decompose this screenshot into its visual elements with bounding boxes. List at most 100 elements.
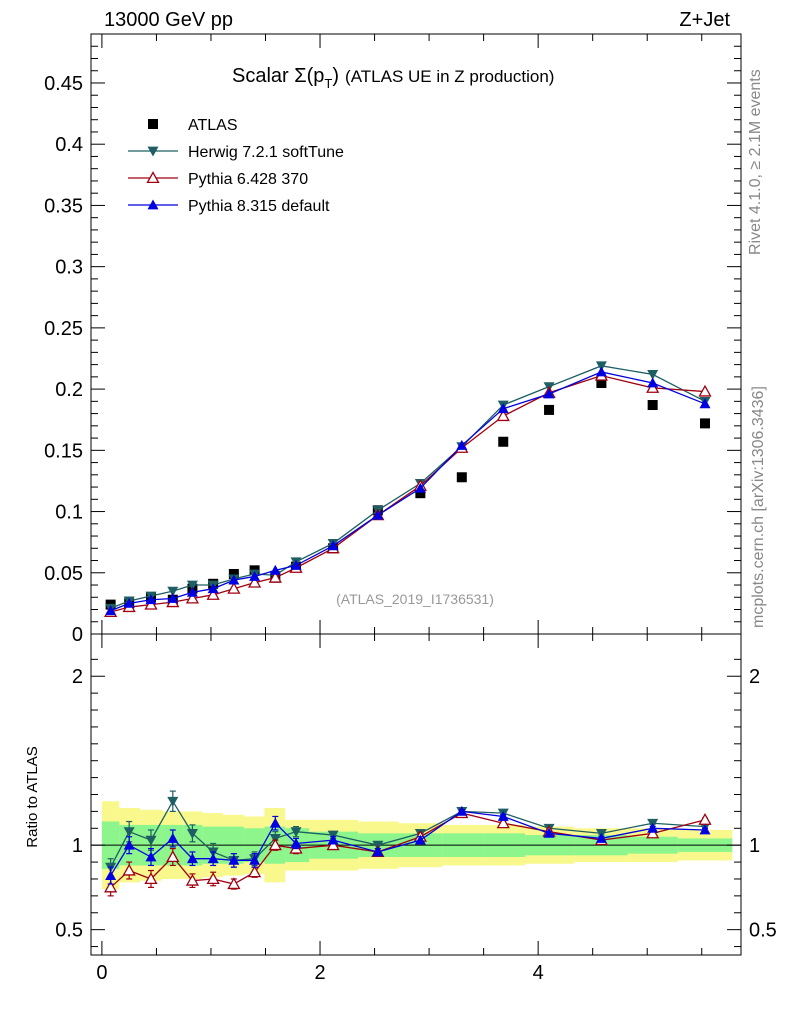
legend-label: ATLAS: [188, 117, 238, 134]
legend: ATLAS Herwig 7.2.1 softTune Pythia 6.428 3…: [128, 117, 344, 215]
data-point-atlas: [415, 488, 426, 499]
title-rest: (ATLAS UE in Z production): [345, 67, 554, 86]
ratio-frame: [90, 633, 742, 956]
data-point-atlas: [647, 400, 658, 411]
main-ytick-label: 0.45: [44, 73, 83, 95]
main-ytick-label: 0.2: [55, 379, 83, 401]
header-right: Z+Jet: [679, 9, 730, 31]
data-point-herwig-7-2-1-softtune: [595, 361, 607, 372]
ratio-point-pythia-8-315-default: [543, 827, 555, 838]
ratio-point-pythia-6-428-370: [698, 813, 712, 825]
ratio-point-pythia-8-315-default: [269, 817, 281, 828]
data-point-pythia-8-315-default: [269, 564, 281, 575]
main-ytick-label: 0.15: [44, 440, 83, 462]
legend-marker: [147, 146, 159, 157]
data-point-pythia-8-315-default: [647, 377, 659, 388]
ratio-ytick-label-right: 0.5: [749, 920, 777, 942]
main-ytick-label: 0.1: [55, 502, 83, 524]
title-main: Scalar Σ(p: [232, 65, 324, 87]
ratio-ytick-label-right: 1: [749, 835, 760, 857]
ratio-point-herwig-7-2-1-softtune: [167, 796, 179, 807]
ratio-point-herwig-7-2-1-softtune: [123, 827, 135, 838]
ratio-point-pythia-8-315-default: [372, 846, 384, 857]
data-point-herwig-7-2-1-softtune: [647, 370, 659, 380]
ratio-point-pythia-6-428-370: [326, 838, 340, 851]
data-point-pythia-8-315-default: [228, 574, 240, 585]
data-point-pythia-8-315-default: [327, 540, 339, 551]
data-point-pythia-6-428-370: [227, 581, 241, 594]
ratio-point-pythia-6-428-370: [144, 872, 158, 885]
data-point-pythia-8-315-default: [595, 366, 607, 377]
series-line-pythia-6-428-370: [110, 374, 706, 613]
series-line-herwig-7-2-1-softtune: [110, 365, 706, 609]
data-point-pythia-8-315-default: [372, 509, 384, 520]
ratio-point-pythia-8-315-default: [456, 805, 468, 816]
mcplots-label: mcplots.cern.ch [arXiv:1306.3436]: [750, 386, 767, 628]
series-pythia-8-315-default: [105, 366, 711, 616]
ratio-point-herwig-7-2-1-softtune: [145, 835, 157, 846]
ratio-point-pythia-8-315-default: [290, 837, 302, 848]
ratio-point-pythia-8-315-default: [145, 851, 157, 862]
legend-item-atlas: ATLAS: [148, 117, 238, 134]
legend-label: Pythia 8.315 default: [188, 198, 330, 215]
main-ytick-label: 0.3: [55, 257, 83, 279]
ratio-xtick-label: 0: [96, 962, 107, 984]
ratio-point-pythia-8-315-default: [647, 822, 659, 833]
title-close: ): [332, 65, 339, 87]
data-point-pythia-6-428-370: [698, 384, 712, 397]
data-point-pythia-8-315-default: [186, 586, 198, 597]
main-ytick-label: 0.4: [55, 134, 83, 156]
ratio-xtick-label: 2: [314, 962, 325, 984]
legend-label: Herwig 7.2.1 softTune: [188, 144, 344, 161]
legend-marker: [146, 171, 160, 184]
ratio-point-pythia-6-428-370: [122, 863, 136, 876]
ratio-ytick-label: 0.5: [55, 920, 83, 942]
legend-marker: [148, 119, 158, 129]
data-point-pythia-8-315-default: [123, 597, 135, 608]
ratio-point-pythia-8-315-default: [327, 834, 339, 845]
ratio-point-pythia-8-315-default: [497, 810, 509, 821]
ratio-point-pythia-8-315-default: [207, 853, 219, 864]
legend-item-herwig-7-2-1-softtune: Herwig 7.2.1 softTune: [128, 144, 344, 161]
ratio-point-pythia-8-315-default: [414, 834, 426, 845]
main-ytick-label: 0.05: [44, 563, 83, 585]
ratio-point-pythia-8-315-default: [123, 839, 135, 850]
ratio-point-pythia-6-428-370: [247, 865, 262, 878]
series-pythia-6-428-370: [104, 368, 712, 618]
ratio-point-pythia-8-315-default: [595, 832, 607, 843]
data-point-atlas: [228, 569, 239, 579]
ratio-panel: 0.5 0.5 1 1 2 2 0 2 4: [55, 633, 777, 984]
ratio-ylabel: Ratio to ATLAS: [24, 746, 41, 847]
data-point-pythia-8-315-default: [105, 605, 117, 616]
series-herwig-7-2-1-softtune: [105, 361, 711, 614]
ratio-point-pythia-6-428-370: [206, 872, 220, 885]
legend-item-pythia-6-428-370: Pythia 6.428 370: [128, 171, 308, 188]
data-point-herwig-7-2-1-softtune: [167, 586, 179, 597]
data-point-pythia-6-428-370: [206, 587, 220, 600]
ratio-point-pythia-6-428-370: [104, 880, 118, 893]
legend-item-pythia-8-315-default: Pythia 8.315 default: [128, 198, 330, 215]
data-point-pythia-6-428-370: [185, 591, 200, 604]
data-point-herwig-7-2-1-softtune: [186, 580, 198, 591]
ratio-series-pythia-8-315-default: [105, 805, 711, 885]
ratio-point-pythia-6-428-370: [496, 816, 510, 829]
data-point-pythia-8-315-default: [207, 583, 219, 594]
main-panel: 0 0.05 0.1 0.15 0.2 0.25 0.3 0.35 0.4 0.45: [44, 33, 742, 646]
legend-label: Pythia 6.428 370: [188, 171, 308, 188]
data-point-pythia-8-315-default: [290, 559, 302, 570]
data-point-pythia-6-428-370: [496, 409, 510, 422]
data-point-pythia-8-315-default: [145, 594, 157, 605]
main-ytick-label: 0.25: [44, 318, 83, 340]
ratio-ytick-label: 2: [72, 666, 83, 688]
data-point-pythia-8-315-default: [543, 388, 555, 399]
chart-title: Scalar Σ(pT) (ATLAS UE in Z production): [232, 65, 554, 91]
ratio-point-pythia-6-428-370: [185, 873, 200, 886]
data-point-atlas: [544, 404, 555, 415]
ratio-point-herwig-7-2-1-softtune: [290, 827, 302, 838]
ratio-point-pythia-6-428-370: [227, 877, 241, 890]
ratio-point-pythia-6-428-370: [646, 826, 660, 839]
ratio-point-pythia-8-315-default: [186, 853, 198, 864]
legend-marker: [147, 199, 159, 210]
data-point-pythia-8-315-default: [167, 592, 179, 603]
ratio-point-pythia-8-315-default: [699, 824, 711, 835]
